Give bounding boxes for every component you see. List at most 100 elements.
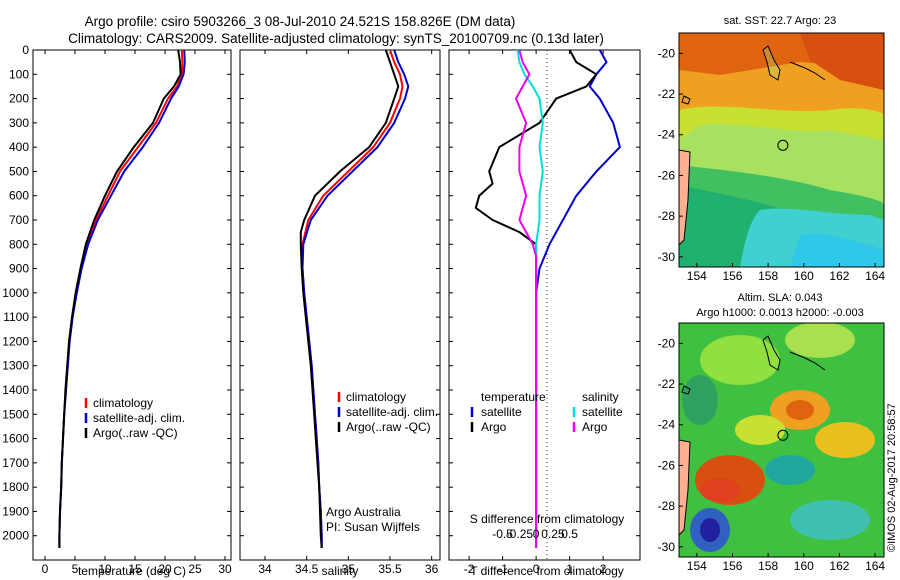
depth-tick-label: 400: [9, 140, 29, 154]
map-x-tick-label: 160: [794, 269, 814, 283]
depth-tick-label: 1300: [2, 359, 29, 373]
map-y-tick-label: -24: [658, 418, 676, 432]
x-tick-label: 35: [342, 562, 356, 576]
depth-tick-label: 1400: [2, 383, 29, 397]
sst-heatmap-field: [679, 33, 884, 267]
depth-tick-label: 1800: [2, 480, 29, 494]
sst-map-title: sat. SST: 22.7 Argo: 23: [724, 15, 837, 27]
legend-label-argo: Argo(..raw -QC): [93, 426, 178, 440]
depth-tick-label: 1500: [2, 407, 29, 421]
x-tick-label: 15: [128, 562, 142, 576]
depth-tick-label: 600: [9, 189, 29, 203]
map-y-tick-label: -26: [658, 168, 676, 182]
sst-map: sat. SST: 22.7 Argo: 23 154 156 158 160 162 1…: [658, 15, 886, 283]
salinity-y-ticks: [240, 49, 440, 537]
map-x-tick-label: 154: [687, 269, 707, 283]
title-line-2: Climatology: CARS2009. Satellite-adjuste…: [68, 31, 604, 46]
temperature-xlabel: temperature (deg C): [78, 564, 186, 578]
map-y-tick-label: -28: [658, 499, 676, 513]
difference-y-ticks: [449, 49, 640, 537]
x-tick-label: 0: [533, 562, 540, 576]
depth-tick-label: 1100: [3, 310, 29, 324]
x-tick-label: 25: [188, 562, 202, 576]
depth-tick-label: 0: [22, 43, 29, 57]
depth-tick-label: 1600: [2, 432, 29, 446]
difference-legend: temperature satellite Argo salinity sate…: [470, 390, 623, 434]
map-x-tick-label: 164: [865, 559, 885, 573]
sla-map-title-2: Argo h1000: 0.0013 h2000: -0.003: [696, 307, 864, 319]
copyright-label: ©IMOS 02-Aug-2017 20:58:57: [886, 403, 898, 552]
map-x-tick-label: 158: [758, 559, 778, 573]
depth-tick-label: 100: [9, 67, 29, 81]
legend-label-salinity-satellite: satellite: [582, 405, 623, 419]
difference-axes-frame: [448, 49, 641, 561]
map-y-tick-label: -26: [658, 458, 676, 472]
salinity-diff-tick-label: -0.5: [492, 527, 513, 541]
x-tick-label: -1: [497, 562, 508, 576]
difference-xlabel-top: S difference from climatology: [470, 512, 625, 526]
map-x-tick-label: 158: [758, 269, 778, 283]
salinity-diff-tick-labels: -0.5-0.25 0 0.250.5: [492, 527, 578, 541]
sla-map-axes: 154 156 158 160 162 164 -20 -22 -24 -26 -28 -30: [658, 336, 886, 573]
legend-label-temperature-argo: Argo: [481, 420, 507, 434]
legend-label-argo: Argo(..raw -QC): [346, 420, 431, 434]
x-tick-label: 34: [258, 562, 272, 576]
credit-line-1: Argo Australia: [326, 505, 401, 519]
x-tick-label: 34.5: [295, 562, 319, 576]
legend-title-temperature: temperature: [481, 390, 546, 404]
depth-tick-label: 900: [9, 262, 29, 276]
difference-xlabel: T difference from climatology: [470, 564, 624, 578]
map-x-tick-label: 154: [687, 559, 707, 573]
x-tick-label: 10: [98, 562, 112, 576]
depth-tick-label: 1900: [2, 504, 29, 518]
depth-tick-label: 500: [9, 164, 29, 178]
x-tick-label: 0: [42, 562, 49, 576]
salinity-diff-tick-label: 0.5: [561, 527, 578, 541]
salinity-x-axis: 34 34.5 35 35.5 36: [258, 50, 439, 576]
legend-label-satellite: satellite-adj. clim.: [346, 405, 438, 419]
temperature-axes-frame: [32, 49, 232, 561]
map-y-tick-label: -24: [658, 128, 676, 142]
series-line-argo-raw-qc-: [58, 50, 182, 548]
depth-tick-label: 800: [9, 237, 29, 251]
salinity-legend: climatology satellite-adj. clim. Argo(..…: [337, 390, 438, 434]
depth-tick-label: 300: [9, 116, 29, 130]
legend-label-climatology: climatology: [93, 396, 153, 410]
map-y-tick-label: -20: [658, 336, 676, 350]
x-tick-label: 5: [72, 562, 79, 576]
map-x-tick-label: 156: [722, 269, 742, 283]
argo-position-marker: [777, 429, 789, 441]
map-x-tick-label: 164: [865, 269, 885, 283]
difference-panel: -2 -1 0 1 2 T difference from climatology S …: [448, 49, 641, 578]
sla-map-title-1: Altim. SLA: 0.043: [738, 292, 823, 304]
salinity-diff-tick-label: 0.25: [541, 527, 565, 541]
sst-map-axes: 154 156 158 160 162 164 -20 -22 -24 -26 -28 -30: [658, 46, 886, 283]
x-tick-label: 20: [158, 562, 172, 576]
sla-map: Altim. SLA: 0.043 Argo h1000: 0.0013 h20…: [658, 292, 886, 573]
temperature-series: [58, 50, 186, 548]
legend-label-temperature-satellite: satellite: [481, 405, 522, 419]
series-line-salinity-argo: [515, 50, 538, 548]
depth-tick-label: 200: [9, 92, 29, 106]
sst-map-frame: [678, 32, 885, 268]
difference-series: [474, 50, 621, 548]
legend-label-salinity-argo: Argo: [582, 420, 608, 434]
map-y-tick-label: -28: [658, 209, 676, 223]
x-tick-label: 2: [600, 562, 607, 576]
salinity-panel: 34 34.5 35 35.5 36 salinity climatology sate…: [239, 49, 441, 578]
x-tick-label: -2: [464, 562, 475, 576]
sla-map-frame: [678, 322, 885, 558]
map-x-tick-label: 162: [829, 559, 849, 573]
map-x-tick-label: 162: [829, 269, 849, 283]
depth-tick-label: 1700: [2, 456, 29, 470]
map-y-tick-label: -20: [658, 46, 676, 60]
legend-title-salinity: salinity: [582, 390, 619, 404]
series-line-argo-raw-qc-: [299, 50, 400, 548]
temperature-x-axis: 0 5 10 15 20 25 30: [42, 50, 232, 576]
argo-position-marker: [777, 139, 789, 151]
depth-tick-label: 700: [9, 213, 29, 227]
salinity-xlabel: salinity: [322, 564, 359, 578]
title-line-1: Argo profile: csiro 5903266_3 08-Jul-201…: [85, 14, 516, 29]
x-tick-label: 36: [425, 562, 439, 576]
